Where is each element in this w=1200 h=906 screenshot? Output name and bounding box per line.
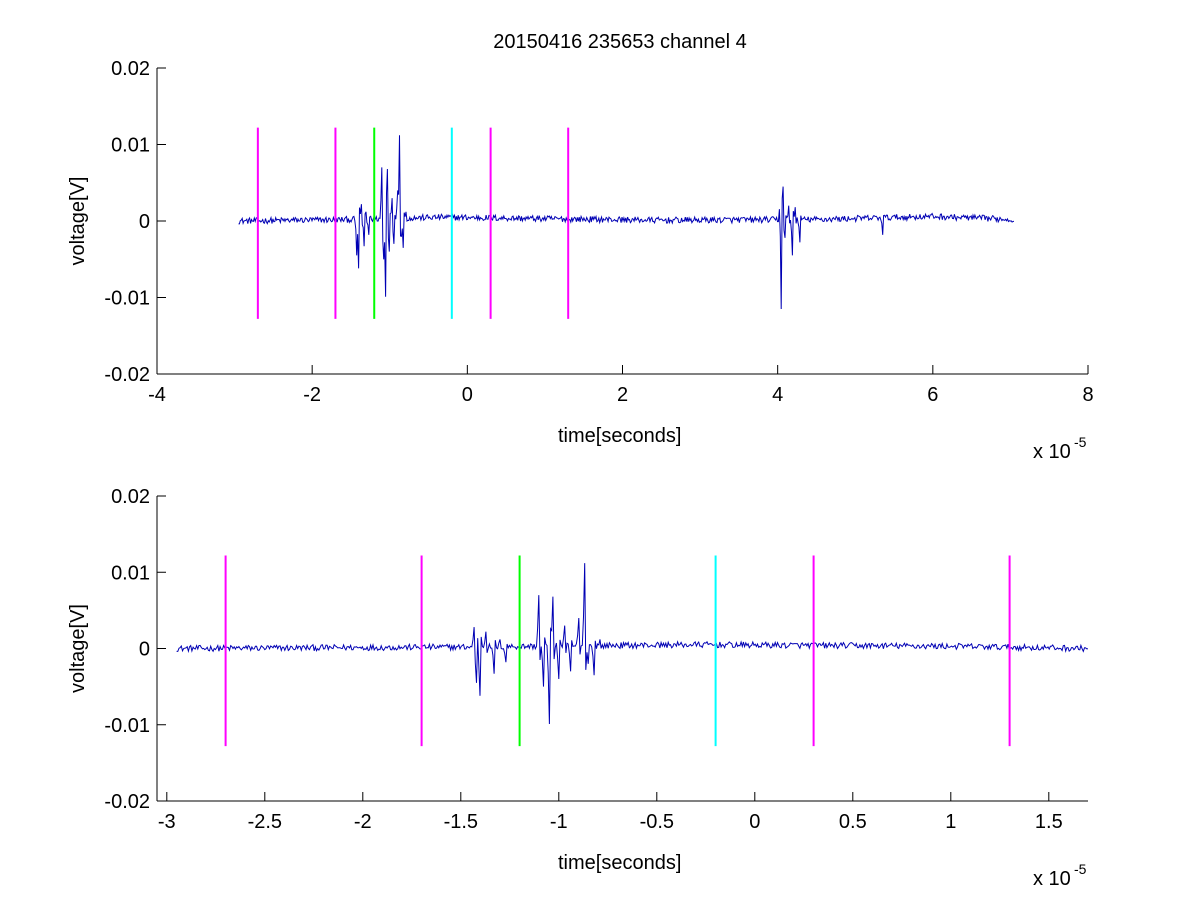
y-tick-label: -0.01 xyxy=(104,288,150,310)
x-tick-label: 6 xyxy=(927,384,938,406)
y-axis-label: voltage[V] xyxy=(67,177,89,266)
x-tick-label: 8 xyxy=(1082,384,1093,406)
x-exponent-label: x 10 xyxy=(1033,441,1071,463)
x-tick-label: 4 xyxy=(772,384,783,406)
x-tick-label: -2 xyxy=(354,811,372,833)
x-tick-label: 0.5 xyxy=(839,811,867,833)
y-tick-label: -0.01 xyxy=(104,715,150,737)
y-tick-label: 0.02 xyxy=(111,486,150,508)
x-tick-label: -1 xyxy=(550,811,568,833)
x-tick-label: 1 xyxy=(945,811,956,833)
x-axis-label: time[seconds] xyxy=(558,425,681,447)
y-tick-label: 0.02 xyxy=(111,58,150,80)
x-exponent-power: -5 xyxy=(1074,434,1087,450)
figure-title: 20150416 235653 channel 4 xyxy=(493,31,747,53)
x-tick-label: -2.5 xyxy=(248,811,282,833)
y-tick-label: 0 xyxy=(139,639,150,661)
x-tick-label: 2 xyxy=(617,384,628,406)
axes-top: -4 -2 0 2 4 6 8 -0.02 -0.01 0 0.01 0.02 time[seconds… xyxy=(67,58,1094,463)
x-tick-label: -3 xyxy=(158,811,176,833)
x-tick-label: -4 xyxy=(148,384,166,406)
y-tick-label: 0 xyxy=(139,211,150,233)
y-axis-label: voltage[V] xyxy=(67,604,89,693)
y-tick-label: 0.01 xyxy=(111,562,150,584)
y-tick-label: -0.02 xyxy=(104,364,150,386)
signal-series-line xyxy=(238,135,1014,310)
x-tick-label: 1.5 xyxy=(1035,811,1063,833)
y-tick-label: 0.01 xyxy=(111,135,150,157)
x-tick-label: 0 xyxy=(462,384,473,406)
x-exponent-power: -5 xyxy=(1074,861,1087,877)
y-tick-label: -0.02 xyxy=(104,791,150,813)
x-exponent-label: x 10 xyxy=(1033,868,1071,890)
x-tick-label: -0.5 xyxy=(640,811,674,833)
x-tick-label: -1.5 xyxy=(444,811,478,833)
x-axis-label: time[seconds] xyxy=(558,852,681,874)
x-tick-label: 0 xyxy=(749,811,760,833)
axes-bottom: -3 -2.5 -2 -1.5 -1 -0.5 0 0.5 1 1.5 -0.02 -0.01 0 0.0… xyxy=(67,486,1089,890)
signal-series-line xyxy=(176,563,1089,725)
x-tick-label: -2 xyxy=(303,384,321,406)
